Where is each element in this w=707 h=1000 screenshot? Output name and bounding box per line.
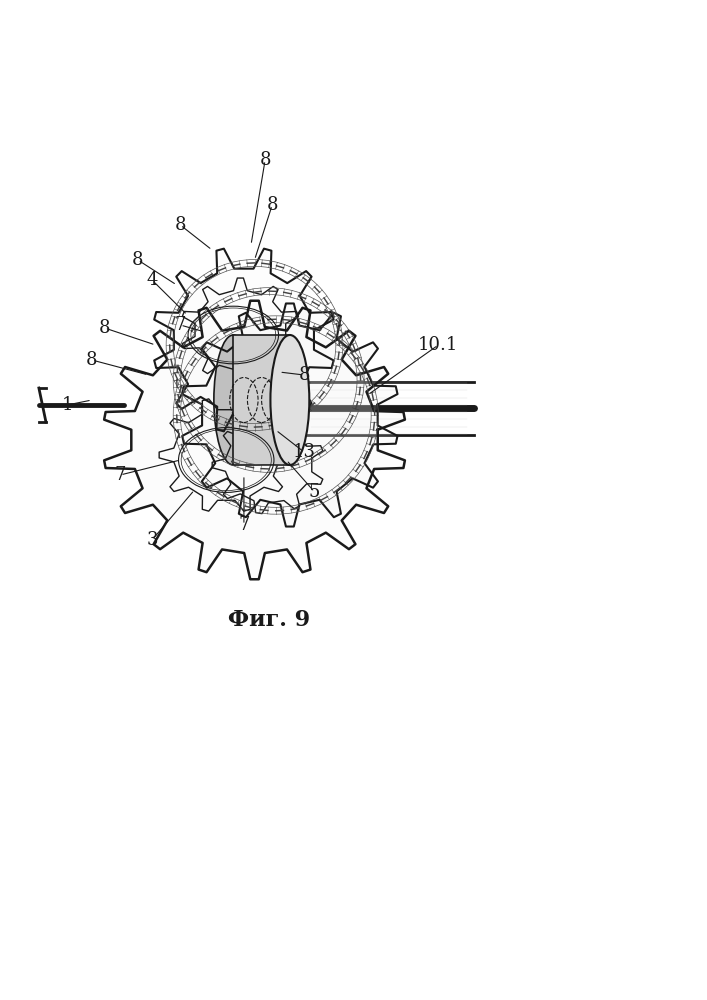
Text: 5: 5 bbox=[309, 483, 320, 501]
Polygon shape bbox=[233, 335, 290, 465]
Text: 8: 8 bbox=[99, 319, 110, 337]
Text: 8: 8 bbox=[267, 196, 278, 214]
Text: 7: 7 bbox=[115, 466, 126, 484]
Text: 8: 8 bbox=[86, 351, 98, 369]
Text: 8: 8 bbox=[132, 251, 144, 269]
Text: 4: 4 bbox=[146, 271, 158, 289]
Text: 8: 8 bbox=[259, 151, 271, 169]
Text: 1: 1 bbox=[62, 396, 73, 414]
Polygon shape bbox=[104, 301, 405, 579]
Polygon shape bbox=[182, 303, 397, 527]
Text: 8: 8 bbox=[298, 366, 310, 384]
Polygon shape bbox=[154, 249, 334, 431]
Ellipse shape bbox=[214, 335, 253, 465]
Text: 7: 7 bbox=[238, 516, 250, 534]
Ellipse shape bbox=[270, 335, 309, 465]
Text: 10.1: 10.1 bbox=[418, 336, 459, 354]
Text: 7: 7 bbox=[175, 316, 186, 334]
Text: 8: 8 bbox=[175, 216, 186, 234]
Text: 3: 3 bbox=[146, 531, 158, 549]
Text: Фиг. 9: Фиг. 9 bbox=[228, 609, 310, 631]
Text: 13: 13 bbox=[293, 443, 315, 461]
